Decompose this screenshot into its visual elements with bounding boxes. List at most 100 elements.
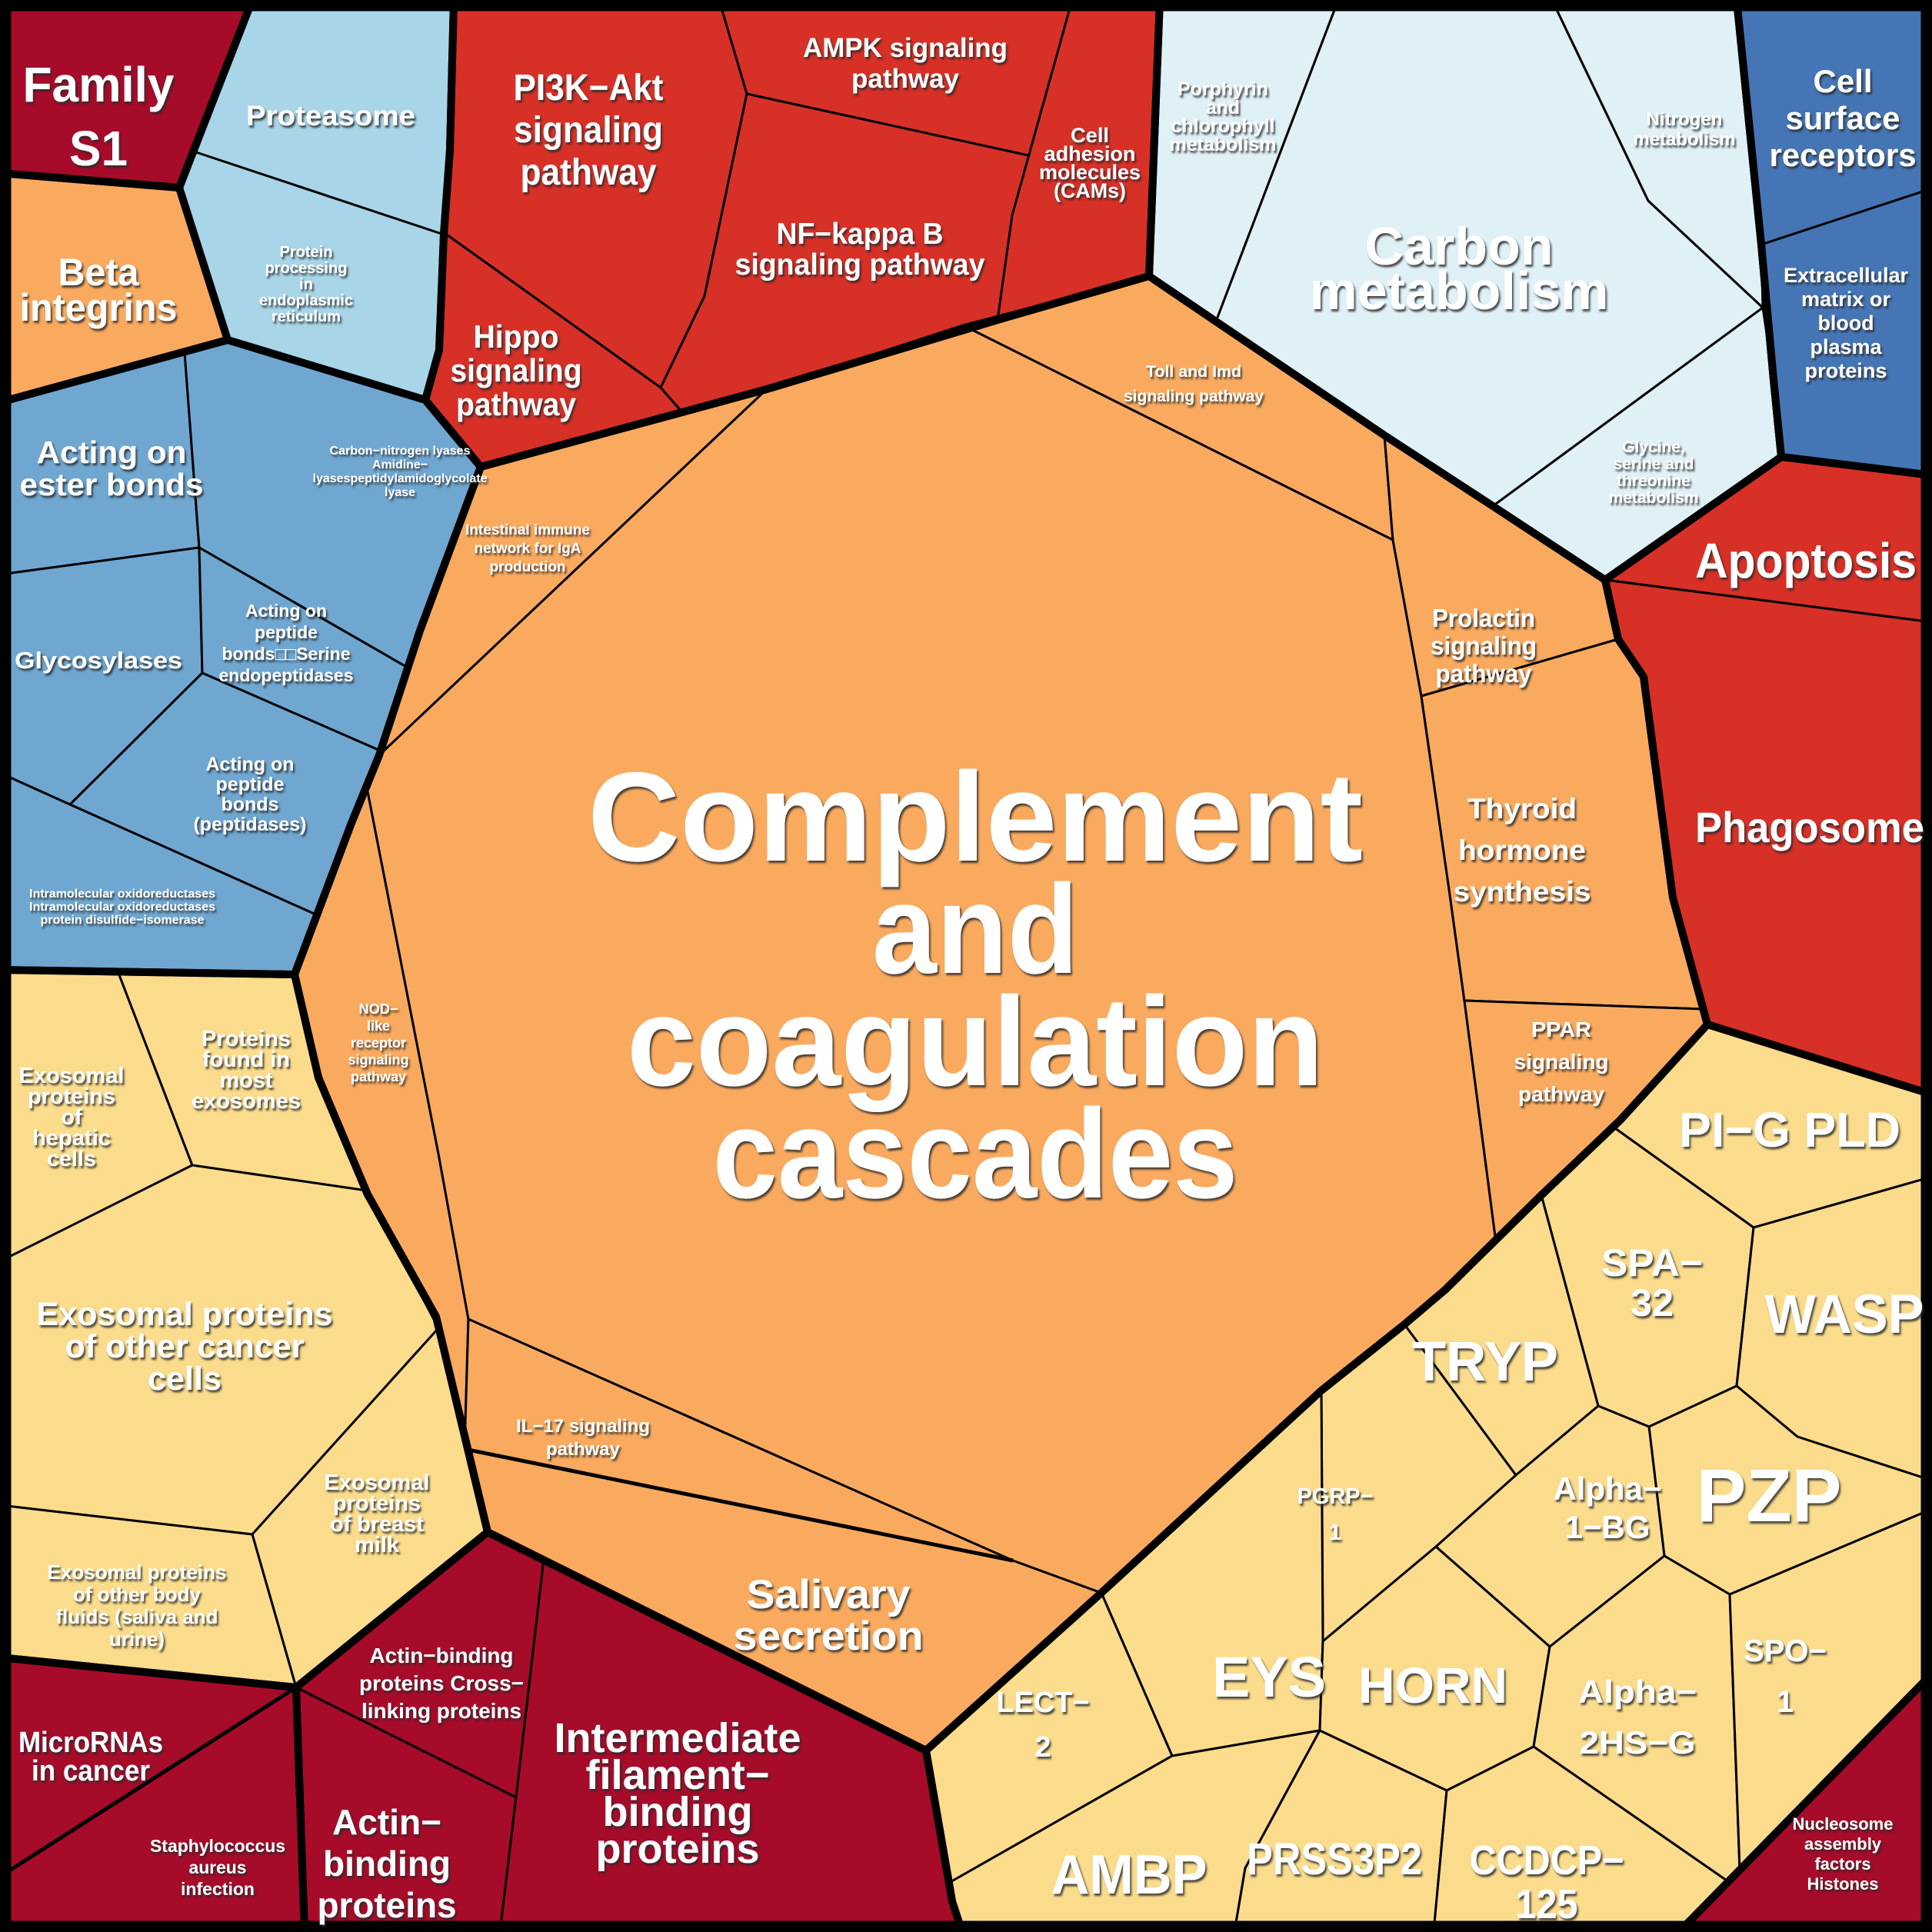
svg-text:of: of	[62, 1105, 82, 1130]
svg-text:PRSS3P2: PRSS3P2	[1247, 1834, 1422, 1884]
svg-text:Nitrogen: Nitrogen	[1647, 109, 1723, 130]
svg-text:Salivary: Salivary	[747, 1572, 911, 1617]
svg-text:Toll and Imd: Toll and Imd	[1146, 363, 1241, 381]
svg-text:Acting on: Acting on	[245, 601, 327, 621]
svg-text:Staphylococcus: Staphylococcus	[150, 1836, 285, 1856]
svg-text:filament−: filament−	[586, 1752, 770, 1798]
svg-text:Porphyrin: Porphyrin	[1178, 78, 1268, 100]
svg-text:integrins: integrins	[20, 286, 178, 329]
svg-text:binding: binding	[603, 1789, 753, 1835]
svg-text:S1: S1	[69, 121, 128, 176]
svg-text:Carbon−nitrogen lyases: Carbon−nitrogen lyases	[330, 445, 471, 458]
svg-text:in: in	[299, 276, 313, 293]
svg-text:infection: infection	[181, 1879, 255, 1899]
svg-text:metabolism: metabolism	[1609, 489, 1699, 507]
svg-text:signaling: signaling	[451, 352, 582, 388]
svg-text:PGRP−: PGRP−	[1297, 1484, 1374, 1509]
svg-text:MicroRNAs: MicroRNAs	[18, 1727, 163, 1759]
svg-text:cascades: cascades	[713, 1083, 1238, 1224]
svg-text:factors: factors	[1815, 1854, 1871, 1874]
svg-text:Intermediate: Intermediate	[555, 1715, 801, 1761]
svg-text:and: and	[872, 858, 1078, 1000]
svg-text:AMBP: AMBP	[1051, 1844, 1208, 1906]
svg-text:linking proteins: linking proteins	[361, 1699, 521, 1723]
svg-text:Proteins: Proteins	[202, 1027, 291, 1051]
svg-text:lyasespeptidylamidoglycolate: lyasespeptidylamidoglycolate	[313, 472, 488, 485]
svg-text:bonds□□Serine: bonds□□Serine	[222, 644, 351, 664]
svg-text:proteins: proteins	[596, 1826, 760, 1872]
svg-text:aureus: aureus	[189, 1857, 247, 1877]
svg-text:Thyroid: Thyroid	[1467, 793, 1577, 824]
svg-text:signaling: signaling	[1514, 1050, 1609, 1074]
svg-text:fluids (saliva and: fluids (saliva and	[56, 1605, 218, 1628]
svg-text:(CAMs): (CAMs)	[1054, 179, 1126, 202]
svg-text:PZP: PZP	[1697, 1454, 1842, 1537]
svg-text:of other cancer: of other cancer	[65, 1328, 305, 1365]
svg-text:synthesis: synthesis	[1454, 876, 1591, 908]
svg-text:metabolism: metabolism	[1170, 134, 1277, 155]
svg-text:TRYP: TRYP	[1412, 1331, 1558, 1393]
svg-text:binding: binding	[323, 1844, 451, 1884]
svg-text:hepatic: hepatic	[32, 1126, 111, 1151]
svg-text:network for IgA: network for IgA	[475, 541, 581, 557]
svg-text:Actin−: Actin−	[332, 1802, 441, 1842]
svg-text:endoplasmic: endoplasmic	[259, 292, 353, 309]
svg-text:LECT−: LECT−	[997, 1687, 1090, 1719]
svg-text:production: production	[490, 559, 566, 575]
svg-text:receptors: receptors	[1770, 137, 1917, 173]
svg-text:pathway: pathway	[521, 152, 657, 193]
svg-text:Histones: Histones	[1807, 1874, 1879, 1894]
svg-text:proteins: proteins	[28, 1084, 115, 1109]
svg-text:ester bonds: ester bonds	[20, 467, 204, 502]
svg-text:blood: blood	[1818, 311, 1874, 335]
svg-text:Proteasome: Proteasome	[246, 100, 415, 132]
svg-text:signaling: signaling	[1431, 631, 1537, 660]
svg-text:plasma: plasma	[1810, 335, 1883, 358]
svg-text:Protein: Protein	[280, 244, 333, 261]
svg-text:Cell: Cell	[1814, 63, 1873, 99]
svg-text:Carbon: Carbon	[1365, 216, 1554, 276]
svg-text:proteins: proteins	[1805, 359, 1887, 382]
svg-text:SPO−: SPO−	[1744, 1634, 1827, 1668]
svg-text:Glycosylases: Glycosylases	[15, 647, 182, 674]
svg-text:NOD−: NOD−	[359, 1001, 398, 1017]
svg-text:surface: surface	[1786, 100, 1900, 136]
svg-text:NF−kappa B: NF−kappa B	[777, 218, 944, 251]
svg-text:pathway: pathway	[1518, 1082, 1604, 1106]
svg-text:cells: cells	[148, 1361, 222, 1397]
svg-text:in cancer: in cancer	[32, 1755, 150, 1787]
svg-text:signaling pathway: signaling pathway	[735, 248, 985, 281]
svg-text:Hippo: Hippo	[474, 318, 559, 355]
svg-text:found in: found in	[202, 1048, 290, 1072]
svg-text:Intestinal immune: Intestinal immune	[465, 522, 590, 538]
svg-text:peptide: peptide	[216, 774, 285, 795]
svg-text:reticulum: reticulum	[271, 308, 341, 325]
svg-text:125: 125	[1516, 1881, 1578, 1927]
svg-text:cells: cells	[47, 1147, 96, 1171]
svg-text:receptor: receptor	[351, 1035, 406, 1051]
svg-text:signaling: signaling	[514, 110, 663, 151]
svg-text:of other body: of other body	[73, 1583, 202, 1606]
svg-text:coagulation: coagulation	[627, 971, 1324, 1112]
svg-text:(peptidases): (peptidases)	[194, 814, 307, 835]
svg-text:Exosomal proteins: Exosomal proteins	[48, 1561, 227, 1584]
svg-text:proteins Cross−: proteins Cross−	[359, 1671, 524, 1695]
svg-text:1−BG: 1−BG	[1565, 1509, 1651, 1545]
svg-text:signaling pathway: signaling pathway	[1124, 388, 1264, 405]
svg-text:pathway: pathway	[546, 1439, 621, 1460]
svg-text:Glycine,: Glycine,	[1622, 438, 1685, 456]
svg-text:metabolism: metabolism	[1310, 261, 1609, 321]
svg-text:WASP: WASP	[1765, 1284, 1924, 1345]
svg-text:and: and	[1206, 97, 1240, 118]
svg-text:AMPK signaling: AMPK signaling	[803, 33, 1008, 63]
svg-text:Exosomal: Exosomal	[19, 1064, 125, 1088]
svg-text:metabolism: metabolism	[1634, 129, 1736, 150]
svg-text:adhesion: adhesion	[1044, 142, 1136, 165]
svg-text:Intramolecular oxidoreductases: Intramolecular oxidoreductases	[29, 888, 215, 901]
svg-text:proteins: proteins	[318, 1885, 457, 1925]
svg-text:EYS: EYS	[1212, 1645, 1326, 1709]
svg-text:PI3K−Akt: PI3K−Akt	[514, 68, 664, 108]
svg-text:signaling: signaling	[348, 1052, 409, 1068]
svg-text:Apoptosis: Apoptosis	[1695, 533, 1917, 588]
svg-text:PI−G PLD: PI−G PLD	[1679, 1102, 1900, 1158]
